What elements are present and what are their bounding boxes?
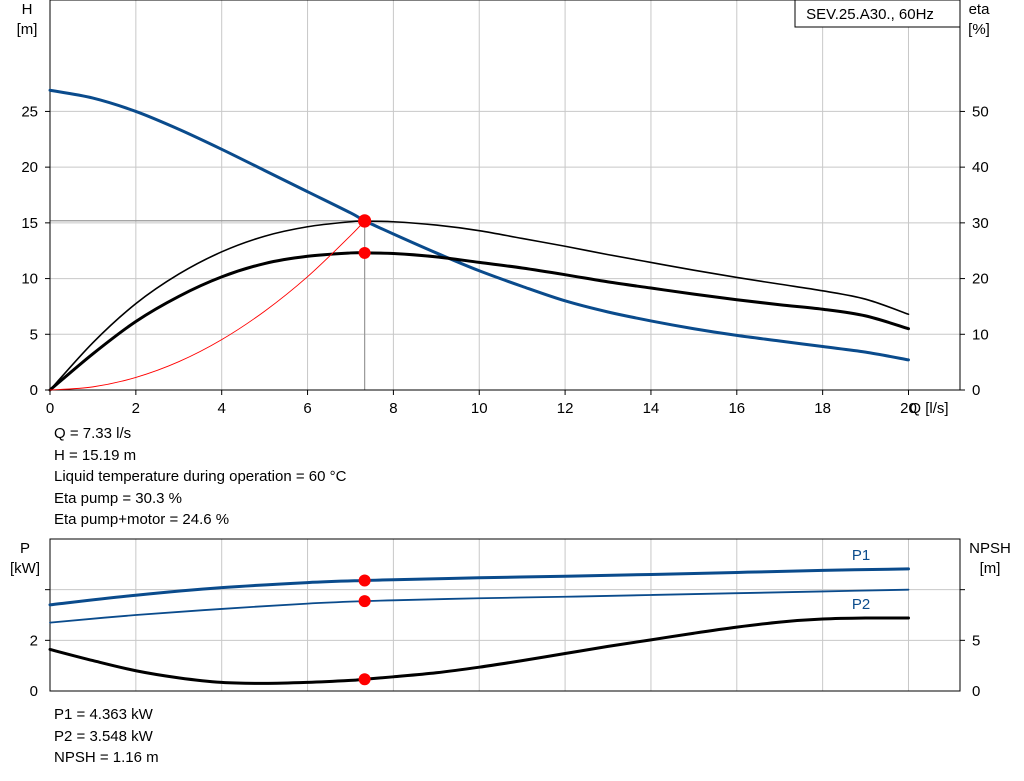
y-axis-right-label-line2: [%]: [968, 21, 990, 38]
bottom-plot-frame: [49, 538, 961, 692]
x-axis-label: Q [l/s]: [909, 400, 948, 417]
top-ticks: 0 2 4 6 8 10 12 14 16 18 20 0 5 10 15 20 25 0 10 20 30 40 50: [21, 103, 988, 417]
y-right-tick-label: 10: [972, 326, 989, 343]
info-eta-pump-motor: Eta pump+motor = 24.6 %: [54, 511, 230, 528]
eta-total-marker: [358, 246, 371, 259]
info-liquid-temperature: Liquid temperature during operation = 60…: [54, 468, 347, 485]
info-eta-pump: Eta pump = 30.3 %: [54, 489, 182, 507]
p-axis-label-line1: P: [20, 540, 30, 557]
head-curve: [48, 88, 910, 362]
p1-curve: [48, 567, 910, 607]
y-left-tick-label: 5: [30, 326, 38, 343]
top-grid: [49, 0, 960, 391]
y-axis-left-label-line1: H: [22, 1, 33, 18]
eta-pump-curve: [49, 220, 910, 391]
top-series: [48, 88, 910, 392]
x-tick-label: 12: [557, 400, 574, 417]
x-tick-label: 10: [471, 400, 488, 417]
x-tick-label: 8: [389, 400, 397, 417]
bottom-series: [48, 567, 910, 685]
x-tick-label: 6: [303, 400, 311, 417]
bottom-grid: [49, 539, 960, 691]
p1-marker: [358, 574, 371, 587]
p-axis-label-line2: [kW]: [10, 560, 40, 577]
y-right-tick-label: 30: [972, 215, 989, 232]
y-axis-right-label-line1: eta: [969, 1, 991, 18]
chart-title: SEV.25.A30., 60Hz: [806, 6, 934, 23]
y-left-tick-label: 20: [21, 159, 38, 176]
x-tick-label: 2: [132, 400, 140, 417]
chart-title-box: [794, 0, 961, 28]
x-tick-label: 20: [900, 400, 917, 417]
npsh-marker: [358, 673, 371, 686]
y-right-tick-label: 50: [972, 103, 989, 120]
p1-series-label: P1: [852, 547, 870, 564]
y-left-tick-label: 25: [21, 103, 38, 120]
p2-marker: [358, 595, 371, 608]
x-tick-label: 4: [218, 400, 226, 417]
y-left-tick-label: 15: [21, 215, 38, 232]
p2-curve: [49, 588, 910, 624]
npsh-axis-label-line2: [m]: [980, 560, 1001, 577]
info-npsh: NPSH = 1.16 m: [54, 749, 159, 766]
info-p1: P1 = 4.363 kW: [54, 706, 153, 723]
top-plot-frame: [49, 0, 961, 391]
p2-series-label: P2: [852, 596, 870, 613]
x-tick-label: 16: [728, 400, 745, 417]
bottom-ticks: 0 2 0 5: [30, 589, 980, 700]
operating-point-info: Q = 7.33 l/s H = 15.19 m Liquid temperat…: [54, 423, 346, 531]
duty-point-marker: [358, 214, 372, 228]
eta-total-curve: [48, 251, 910, 392]
head-efficiency-chart: 0 2 4 6 8 10 12 14 16 18 20 0 5 10 15 20 25 0 10 20 30 40 50 H…: [17, 0, 991, 417]
y-left-tick-label: 0: [30, 382, 38, 399]
x-tick-label: 0: [46, 400, 54, 417]
npsh-tick-label: 5: [972, 632, 980, 649]
info-head: H = 15.19 m: [54, 446, 137, 464]
top-markers: [358, 214, 372, 259]
info-p2: P2 = 3.548 kW: [54, 727, 153, 745]
power-npsh-chart: 0 2 0 5 P [kW] NPSH [m] P1 P2: [10, 538, 1011, 700]
y-right-tick-label: 40: [972, 159, 989, 176]
bottom-markers: [358, 574, 371, 686]
p-tick-label: 2: [30, 632, 38, 649]
power-info: P1 = 4.363 kW P2 = 3.548 kW NPSH = 1.16 …: [54, 704, 159, 769]
p-tick-label: 0: [30, 683, 38, 700]
x-tick-label: 18: [814, 400, 831, 417]
y-right-tick-label: 0: [972, 382, 980, 399]
y-right-tick-label: 20: [972, 271, 989, 288]
info-flow: Q = 7.33 l/s: [54, 425, 132, 442]
y-axis-left-label-line2: [m]: [17, 21, 38, 38]
npsh-tick-label: 0: [972, 683, 980, 700]
npsh-curve: [48, 616, 910, 685]
x-tick-label: 14: [643, 400, 660, 417]
y-left-tick-label: 10: [21, 271, 38, 288]
npsh-axis-label-line1: NPSH: [969, 540, 1011, 557]
system-curve: [49, 220, 366, 391]
